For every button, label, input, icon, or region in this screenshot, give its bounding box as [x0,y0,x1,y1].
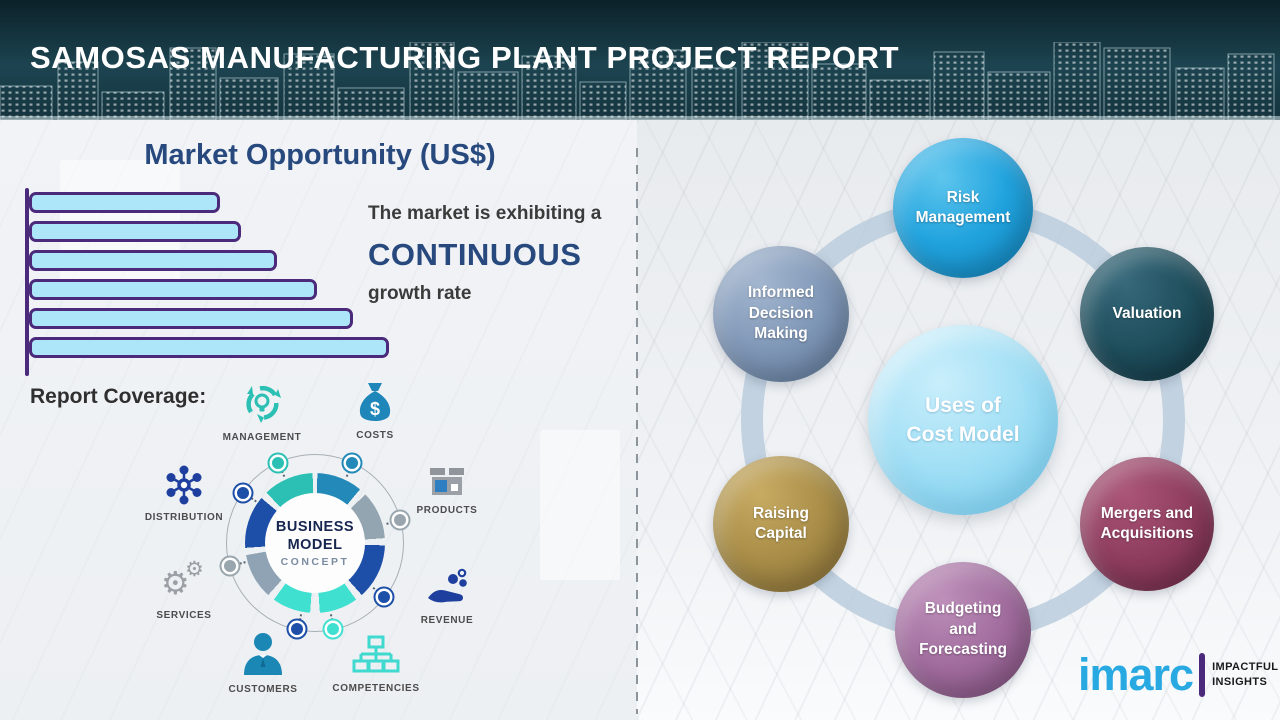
imarc-logo: imarc IMPACTFUL INSIGHTS [1078,652,1278,697]
center-circle-label: Uses of Cost Model [906,391,1019,450]
money-bag-icon: $ [359,383,391,421]
coverage-item-label: PRODUCTS [416,505,478,516]
ring-node-gray [394,514,406,527]
logo-tagline-line2: INSIGHTS [1212,675,1268,688]
business-model-center: BUSINESS MODEL CONCEPT [265,493,365,593]
circle-label: Informed Decision Making [747,284,815,343]
ring-node-teal [271,457,284,470]
header-banner: SAMOSAS MANUFACTURING PLANT PROJECT REPO… [0,0,1280,120]
center-label-line2: Cost Model [906,423,1020,446]
growth-text-continuous: CONTINUOUS [368,237,582,272]
logo-tagline-line1: IMPACTFUL [1212,660,1279,673]
circle-mergers-acquisitions: Mergers and Acquisitions [1080,457,1214,591]
logo-divider-bar [1199,652,1206,697]
market-bar [29,221,242,242]
coverage-item-products: PRODUCTS [387,460,507,516]
circle-budgeting-forecasting: Budgeting and Forecasting [895,562,1031,698]
background-watermark [540,430,620,580]
coverage-item-label: DISTRIBUTION [144,512,224,523]
circle-label: Mergers and Acquisitions [1100,504,1194,542]
management-recycle-bulb-icon [246,385,281,423]
coverage-item-label: MANAGEMENT [222,432,302,443]
hand-coins-icon [428,568,467,603]
imarc-logo-wordmark: imarc [1078,649,1194,700]
logo-tagline: IMPACTFUL INSIGHTS [1212,660,1278,690]
coverage-item-label: COSTS [356,430,394,441]
circle-label: Risk Management [915,188,1011,226]
gear-large: ⚙ [161,564,190,602]
city-skyline-graphic [0,42,1280,120]
circle-informed-decision-making: Informed Decision Making [713,246,849,382]
person-icon [244,633,282,675]
network-hub-icon [166,465,202,505]
business-model-text: BUSINESS [275,518,355,535]
coverage-item-services: ⚙ ⚙ SERVICES [124,559,244,622]
panel-divider-dashed-line [636,148,638,714]
market-opportunity-title: Market Opportunity (US$) [144,139,496,171]
org-chart-icon [352,635,400,673]
market-bar [29,279,317,300]
coverage-item-customers: CUSTOMERS [203,631,323,695]
coverage-item-label: REVENUE [420,615,474,626]
business-model-text: MODEL [287,537,343,553]
market-bar [29,250,278,271]
ring-node-darkblue [378,591,391,604]
package-box-icon [430,468,464,495]
coverage-item-distribution: DISTRIBUTION [124,463,244,523]
ring-node-turquoise [327,623,340,636]
circle-label: Raising Capital [753,504,809,542]
chart-bars [29,192,389,366]
market-bar [29,337,389,358]
growth-annotation: The market is exhibiting a CONTINUOUS gr… [368,203,638,305]
chart-y-axis [25,188,29,376]
coverage-item-label: COMPETENCIES [332,683,420,694]
market-bar [29,308,353,329]
coverage-item-competencies: COMPETENCIES [316,634,436,694]
gears-icon: ⚙ ⚙ [161,559,207,605]
coverage-item-costs: $ COSTS [315,379,435,441]
ring-node-blue [346,457,359,470]
coverage-item-label: CUSTOMERS [228,684,298,695]
circle-raising-capital: Raising Capital [713,456,849,592]
business-model-subtext: CONCEPT [280,556,350,569]
coverage-item-management: MANAGEMENT [202,381,322,443]
circle-valuation: Valuation [1080,247,1214,381]
page-title: SAMOSAS MANUFACTURING PLANT PROJECT REPO… [30,40,900,75]
circle-risk-management: Risk Management [893,138,1033,278]
circle-label: Budgeting and Forecasting [919,600,1007,659]
growth-text-line1: The market is exhibiting a [368,203,602,224]
circle-uses-of-cost-model: Uses of Cost Model [868,325,1058,515]
gear-small: ⚙ [185,557,204,581]
svg-text:$: $ [370,399,380,419]
ring-node-gray [224,559,236,572]
report-coverage-label: Report Coverage: [30,385,207,408]
circle-label: Valuation [1112,304,1182,322]
coverage-item-label: SERVICES [156,610,212,621]
business-model-outer-circle [226,454,404,632]
ring-node-darkblue [290,623,303,636]
growth-text-line3: growth rate [368,283,472,304]
center-label-line1: Uses of [925,393,1001,417]
coverage-item-revenue: REVENUE [387,566,507,626]
market-bar [29,192,220,213]
ring-node-darkblue [236,486,249,499]
